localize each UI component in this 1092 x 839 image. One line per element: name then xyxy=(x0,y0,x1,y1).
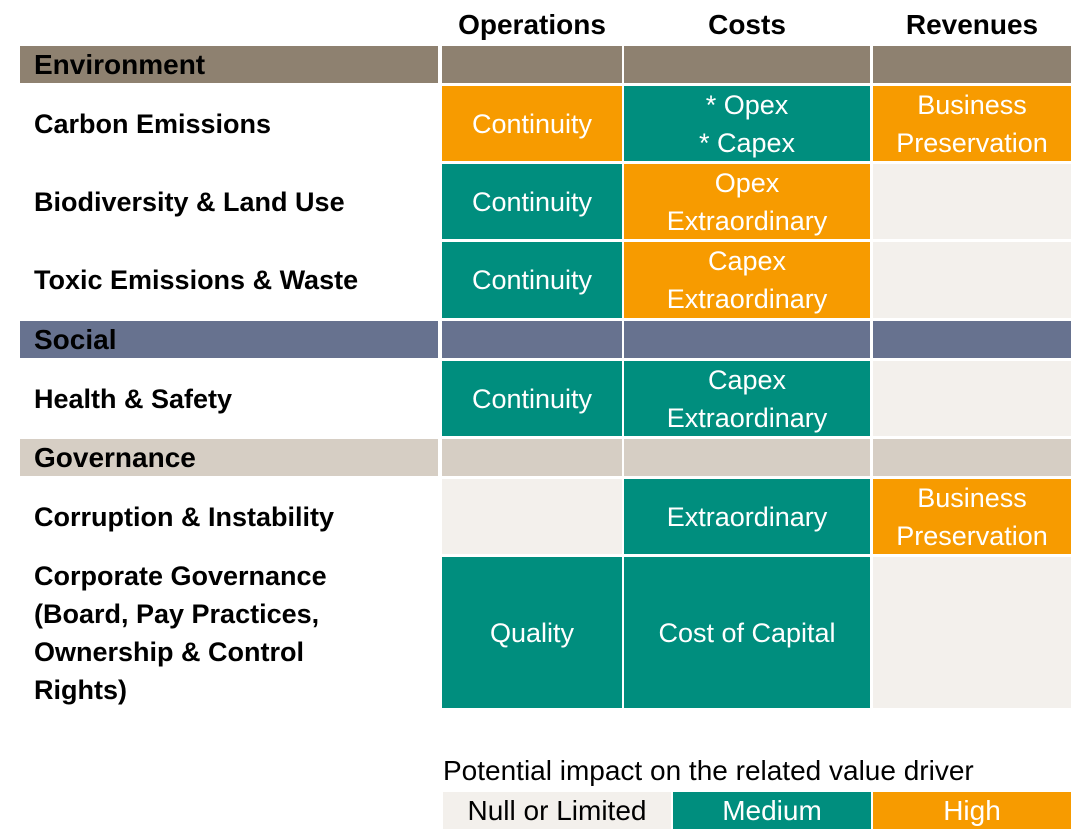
section-governance-costs-cell xyxy=(624,439,870,476)
cell-corruption-revenues: Business Preservation xyxy=(873,479,1071,554)
cell-corruption-costs: Extraordinary xyxy=(624,479,870,554)
section-environment-operations-cell xyxy=(442,46,622,83)
cell-toxic-emissions-costs: Capex Extraordinary xyxy=(624,242,870,318)
header-costs: Costs xyxy=(708,9,786,40)
cell-carbon-emissions-revenues: Business Preservation xyxy=(873,86,1071,161)
section-environment-costs-cell xyxy=(624,46,870,83)
cell-carbon-emissions-costs: * Opex * Capex xyxy=(624,86,870,161)
section-governance: Governance xyxy=(20,439,438,476)
cell-health-safety-costs: Capex Extraordinary xyxy=(624,361,870,436)
section-governance-revenues-cell xyxy=(873,439,1071,476)
cell-corporate-governance-revenues xyxy=(873,557,1071,708)
legend-null-or-limited: Null or Limited xyxy=(443,792,671,829)
section-governance-operations-cell xyxy=(442,439,622,476)
legend-medium: Medium xyxy=(673,792,871,829)
cell-corporate-governance-costs: Cost of Capital xyxy=(624,557,870,708)
section-environment-revenues-cell xyxy=(873,46,1071,83)
section-social: Social xyxy=(20,321,438,358)
header-operations: Operations xyxy=(458,9,606,40)
row-label-corruption: Corruption & Instability xyxy=(34,501,334,532)
cell-toxic-emissions-operations: Continuity xyxy=(442,242,622,318)
row-label-carbon-emissions: Carbon Emissions xyxy=(34,108,272,139)
cell-biodiversity-costs: Opex Extraordinary xyxy=(624,164,870,239)
section-social-costs-cell xyxy=(624,321,870,358)
cell-biodiversity-revenues xyxy=(873,164,1071,239)
section-social-operations-cell xyxy=(442,321,622,358)
cell-health-safety-revenues xyxy=(873,361,1071,436)
row-label-biodiversity: Biodiversity & Land Use xyxy=(34,186,345,217)
row-label-health-safety: Health & Safety xyxy=(34,383,233,414)
cell-carbon-emissions-operations: Continuity xyxy=(442,86,622,161)
legend-high: High xyxy=(873,792,1071,829)
row-label-corporate-governance: Corporate Governance (Board, Pay Practic… xyxy=(34,560,327,705)
header-revenues: Revenues xyxy=(905,9,1039,40)
cell-health-safety-operations: Continuity xyxy=(442,361,622,436)
legend-title: Potential impact on the related value dr… xyxy=(443,755,974,786)
cell-toxic-emissions-revenues xyxy=(873,242,1071,318)
section-environment: Environment xyxy=(20,46,438,83)
cell-corporate-governance-operations: Quality xyxy=(442,557,622,708)
row-label-toxic-emissions: Toxic Emissions & Waste xyxy=(34,265,359,295)
cell-corruption-operations xyxy=(442,479,622,554)
cell-biodiversity-operations: Continuity xyxy=(442,164,622,239)
section-social-revenues-cell xyxy=(873,321,1071,358)
